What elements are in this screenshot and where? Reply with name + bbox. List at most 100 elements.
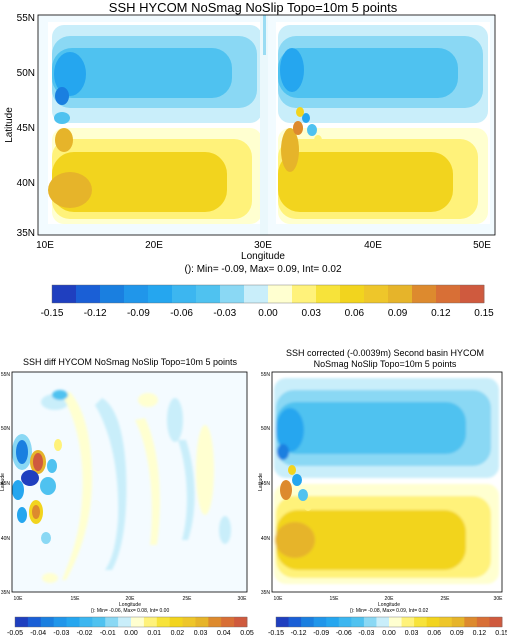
diff-colorbar-label: 0.04 bbox=[217, 630, 231, 637]
diff-anomalies bbox=[41, 390, 231, 583]
corr-colorbar-swatch bbox=[288, 617, 302, 627]
diff-colorbar-label: -0.02 bbox=[77, 630, 93, 637]
main-y-label: Latitude bbox=[4, 107, 15, 143]
corrected-colorbar-swatches bbox=[275, 616, 503, 628]
main-colorbar-swatch bbox=[460, 285, 485, 303]
main-basin-east bbox=[276, 22, 490, 224]
corr-colorbar-label: -0.12 bbox=[291, 630, 307, 637]
corr-xtick-30: 30E bbox=[494, 596, 504, 602]
corr-y-label: Latitude bbox=[258, 473, 264, 491]
diff-colorbar-swatch bbox=[27, 617, 42, 627]
corrected-eddy-3 bbox=[288, 465, 296, 475]
main-colorbar-label: -0.12 bbox=[84, 308, 107, 319]
corr-colorbar-swatch bbox=[338, 617, 352, 627]
diff-ytick-45: 45N bbox=[1, 481, 11, 487]
coastal-eddy-7 bbox=[17, 507, 27, 523]
diff-colorbar: -0.05 -0.04 -0.03 -0.02 -0.01 0.00 0.01 0.02 0.0… bbox=[7, 616, 254, 637]
coastal-eddy-8 bbox=[47, 459, 57, 473]
diff-colorbar-swatch bbox=[169, 617, 183, 627]
basin-west-negative-inner bbox=[52, 48, 232, 98]
diff-colorbar-swatch bbox=[53, 617, 67, 627]
diff-colorbar-swatch bbox=[92, 617, 106, 627]
diff-colorbar-swatch bbox=[156, 617, 171, 627]
main-colorbar-swatch bbox=[196, 285, 221, 303]
corr-colorbar-swatch bbox=[414, 617, 428, 627]
corrected-coastal-eddies bbox=[280, 465, 312, 511]
corrected-panel: SSH corrected (-0.0039m) Second basin HY… bbox=[258, 348, 507, 637]
corr-x-label: Longitude bbox=[378, 602, 400, 608]
diff-colorbar-swatch bbox=[131, 617, 145, 627]
main-xtick-20: 20E bbox=[145, 240, 163, 251]
main-x-label: Longitude bbox=[241, 251, 285, 262]
diff-anomaly-f bbox=[167, 398, 183, 442]
corrected-eddy-1 bbox=[280, 480, 292, 500]
corrected-colorbar: -0.15 -0.12 -0.09 -0.06 -0.03 0.00 0.03 0.06 0.0… bbox=[268, 616, 507, 637]
coastal-eddy-5 bbox=[12, 480, 24, 500]
corr-colorbar-label: -0.15 bbox=[268, 630, 284, 637]
main-colorbar-swatch bbox=[364, 285, 389, 303]
diff-ytick-55: 55N bbox=[1, 372, 11, 378]
corrected-plot-frame bbox=[271, 371, 503, 593]
diff-colorbar-label: 0.02 bbox=[171, 630, 185, 637]
main-colorbar-swatch bbox=[220, 285, 245, 303]
main-colorbar-swatch bbox=[292, 285, 317, 303]
main-xtick-10: 10E bbox=[36, 240, 54, 251]
main-colorbar-label: 0.15 bbox=[474, 308, 494, 319]
eddy-positive-3 bbox=[314, 135, 322, 145]
corr-colorbar-label: -0.06 bbox=[336, 630, 352, 637]
diff-colorbar-swatch bbox=[66, 617, 80, 627]
main-xtick-40: 40E bbox=[364, 240, 382, 251]
main-colorbar-swatch bbox=[244, 285, 269, 303]
main-xtick-50: 50E bbox=[473, 240, 491, 251]
main-colorbar-label: -0.06 bbox=[170, 308, 193, 319]
main-colorbar-swatch bbox=[388, 285, 413, 303]
diff-plot-frame bbox=[11, 371, 248, 593]
main-colorbar-label: -0.09 bbox=[127, 308, 150, 319]
coastal-eddy-4 bbox=[40, 477, 56, 495]
coastal-eddy-2-core bbox=[33, 453, 43, 471]
corrected-eddy-5 bbox=[304, 501, 312, 511]
corr-ytick-45: 45N bbox=[261, 481, 271, 487]
corr-colorbar-swatch bbox=[464, 617, 478, 627]
coastal-eddy-6-core bbox=[32, 505, 40, 519]
eddy-positive-1 bbox=[293, 121, 303, 135]
eddy-negative-1 bbox=[302, 113, 310, 123]
corrected-colorbar-labels: -0.15 -0.12 -0.09 -0.06 -0.03 0.00 0.03 0.06 0.0… bbox=[268, 630, 507, 637]
corrected-plot-field bbox=[272, 372, 502, 592]
coastal-eddy-10 bbox=[41, 532, 51, 544]
diff-colorbar-swatch bbox=[234, 617, 248, 627]
main-panel: SSH HYCOM NoSmag NoSlip Topo=10m 5 point… bbox=[4, 0, 496, 319]
diff-xtick-25: 25E bbox=[183, 596, 193, 602]
corrected-negative-core bbox=[276, 408, 304, 452]
diff-xtick-10: 10E bbox=[14, 596, 24, 602]
corr-colorbar-label: 0.09 bbox=[450, 630, 464, 637]
main-colorbar-label: 0.12 bbox=[431, 308, 451, 319]
diff-xtick-30: 30E bbox=[238, 596, 248, 602]
diff-anomaly-c bbox=[95, 398, 127, 570]
basin-east-positive-core bbox=[281, 128, 299, 172]
corrected-x-axis: 10E 15E 20E 25E 30E Longitude (): Min= -… bbox=[274, 596, 504, 614]
corr-colorbar-swatch bbox=[326, 617, 340, 627]
corr-colorbar-frame bbox=[275, 616, 503, 628]
main-colorbar-swatch bbox=[340, 285, 365, 303]
corrected-positive-core bbox=[275, 522, 315, 558]
main-colorbar-label: -0.03 bbox=[213, 308, 236, 319]
corr-colorbar-swatch bbox=[351, 617, 365, 627]
diff-colorbar-label: 0.05 bbox=[240, 630, 254, 637]
diff-panel: SSH diff HYCOM NoSmag NoSlip Topo=10m 5 … bbox=[0, 357, 254, 637]
main-title: SSH HYCOM NoSmag NoSlip Topo=10m 5 point… bbox=[109, 0, 398, 15]
corr-colorbar-swatch bbox=[439, 617, 453, 627]
main-colorbar-swatch bbox=[52, 285, 77, 303]
main-colorbar-swatch bbox=[172, 285, 197, 303]
corr-colorbar-swatch bbox=[451, 617, 465, 627]
corrected-title: SSH corrected (-0.0039m) Second basin HY… bbox=[286, 348, 484, 358]
corr-xtick-10: 10E bbox=[274, 596, 284, 602]
corr-xtick-25: 25E bbox=[441, 596, 451, 602]
basin-west-wave bbox=[54, 112, 70, 124]
corr-xtick-15: 15E bbox=[330, 596, 340, 602]
diff-colorbar-label: -0.03 bbox=[53, 630, 69, 637]
diff-x-axis: 10E 15E 20E 25E 30E Longitude (): Min= -… bbox=[14, 596, 248, 614]
main-plot-field bbox=[38, 15, 495, 235]
main-colorbar-label: 0.06 bbox=[345, 308, 365, 319]
main-colorbar-swatch bbox=[316, 285, 341, 303]
